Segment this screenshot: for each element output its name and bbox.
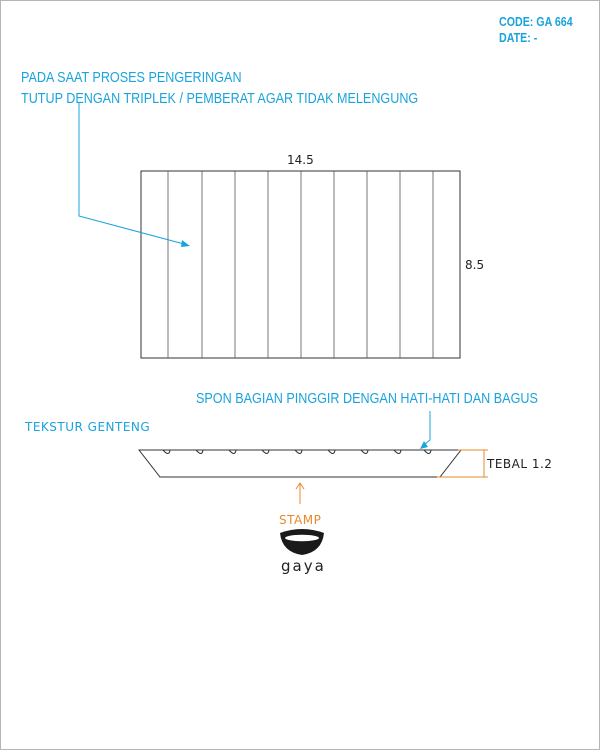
drying-note-arrowhead: [181, 240, 190, 247]
gaya-logo-text: gaya: [281, 557, 326, 575]
thickness-label: TEBAL 1.2: [487, 457, 553, 471]
tile-groove: [423, 449, 432, 454]
tile-groove: [162, 449, 171, 454]
tile-groove: [360, 449, 369, 454]
texture-label: TEKSTUR GENTENG: [25, 420, 151, 434]
tile-groove: [393, 449, 402, 454]
tile-groove: [195, 449, 204, 454]
drying-note-leader: [78, 103, 185, 245]
sponge-note-arrowhead: [420, 441, 428, 449]
stamp-label: STAMP: [279, 513, 322, 527]
tile-groove: [261, 449, 270, 454]
drying-note-line-1: PADA SAAT PROSES PENGERINGAN: [21, 69, 242, 86]
tile-top-view: [140, 170, 461, 359]
tile-grooves: [162, 449, 432, 454]
tile-groove: [228, 449, 237, 454]
date-label: DATE: -: [499, 30, 538, 45]
height-dimension-label: 8.5: [465, 258, 485, 272]
tile-groove: [294, 449, 303, 454]
sponge-note-leader: [423, 411, 431, 446]
tile-groove: [327, 449, 336, 454]
sponge-note: SPON BAGIAN PINGGIR DENGAN HATI-HATI DAN…: [196, 390, 538, 407]
bowl-icon: [280, 529, 324, 555]
tile-stripes: [167, 171, 434, 358]
code-label: CODE: GA 664: [499, 14, 573, 29]
drying-note-line-2: TUTUP DENGAN TRIPLEK / PEMBERAT AGAR TID…: [21, 90, 419, 107]
stamp-arrowhead: [295, 482, 305, 490]
tile-section-view: [137, 449, 463, 478]
width-dimension-label: 14.5: [287, 153, 314, 167]
